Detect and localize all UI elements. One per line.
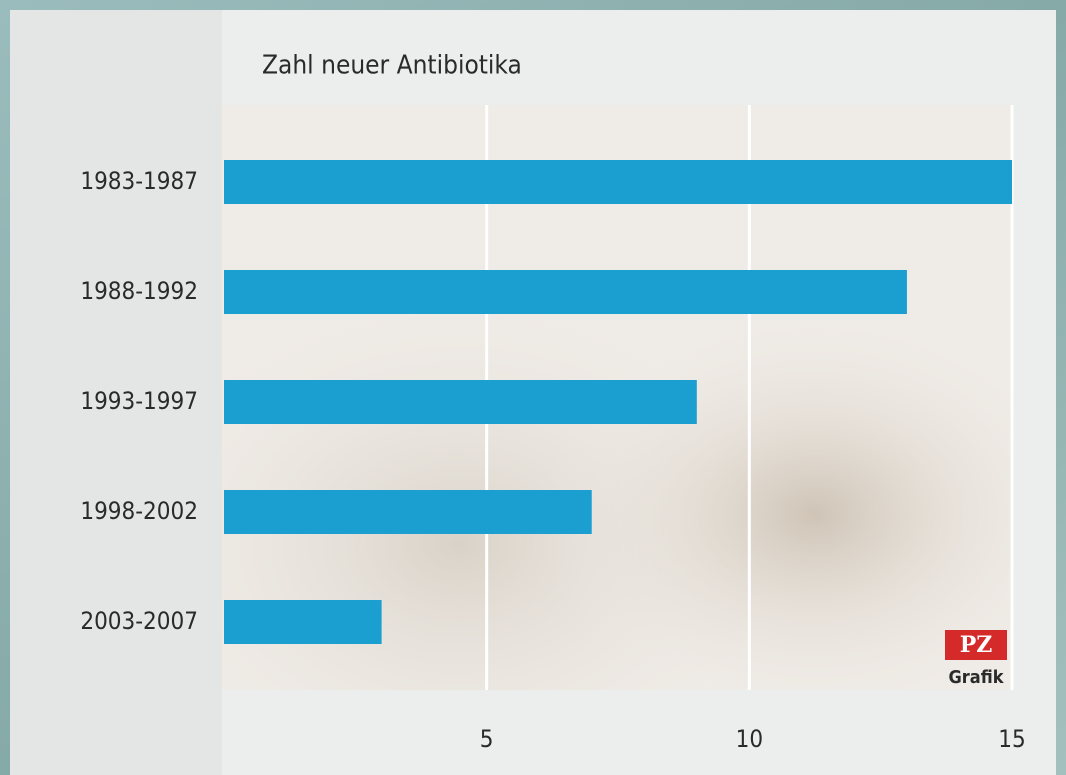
bar <box>224 380 697 424</box>
y-tick-label: 1993-1997 <box>80 387 198 415</box>
logo-caption: Grafik <box>949 667 1005 688</box>
x-tick-label: 5 <box>480 725 494 753</box>
y-tick-label: 1998-2002 <box>80 497 198 525</box>
logo-text: PZ <box>960 632 993 658</box>
y-tick-label: 2003-2007 <box>80 607 198 635</box>
y-tick-label: 1983-1987 <box>80 167 198 195</box>
bar <box>224 160 1012 204</box>
bar <box>224 600 382 644</box>
bar <box>224 490 592 534</box>
x-tick-label: 15 <box>998 725 1025 753</box>
chart: Zahl neuer Antibiotika PZ Grafik 5 10 15 19… <box>0 0 1066 775</box>
bar <box>224 270 907 314</box>
chart-title: Zahl neuer Antibiotika <box>262 51 522 81</box>
x-tick-label: 10 <box>736 725 763 753</box>
logo: PZ Grafik <box>945 630 1007 688</box>
y-tick-label: 1988-1992 <box>80 277 198 305</box>
